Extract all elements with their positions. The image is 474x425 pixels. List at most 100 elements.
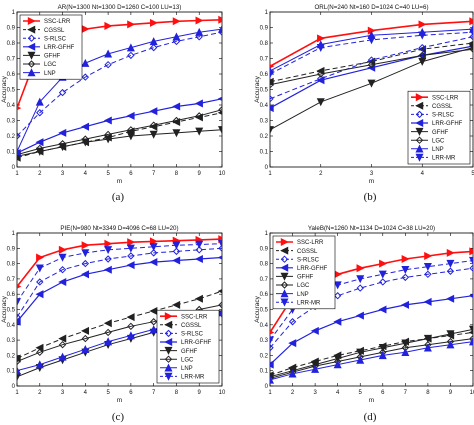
data-point xyxy=(270,330,275,335)
legend-marker xyxy=(280,289,289,298)
data-point xyxy=(288,339,297,348)
series-line xyxy=(17,109,222,156)
x-axis-label: m xyxy=(117,178,122,185)
data-point xyxy=(469,334,473,343)
x-tick-label: 8 xyxy=(426,390,430,396)
series-lrr-gfhf xyxy=(17,255,222,326)
data-point xyxy=(81,259,90,268)
data-point xyxy=(195,240,204,249)
y-tick-label: 0 xyxy=(265,384,269,390)
data-point xyxy=(367,36,376,45)
data-point xyxy=(81,334,90,343)
data-point xyxy=(127,51,135,60)
legend-label: LRR-GFHF xyxy=(181,340,212,346)
data-point xyxy=(270,95,274,103)
data-point xyxy=(127,252,135,260)
legend-label: LRR-MR xyxy=(181,375,205,381)
legend-label: LGC xyxy=(181,357,194,363)
y-tick-label: 0.7 xyxy=(260,277,269,283)
data-point xyxy=(468,28,473,37)
data-point xyxy=(446,330,455,339)
data-point xyxy=(423,262,432,271)
data-point xyxy=(288,369,297,378)
data-point xyxy=(217,255,222,260)
data-point xyxy=(58,277,67,286)
y-tick-label: 0.6 xyxy=(260,72,269,78)
y-tick-label: 0.4 xyxy=(260,103,269,109)
data-point xyxy=(149,249,158,257)
data-point xyxy=(195,127,204,136)
data-point xyxy=(217,288,222,294)
data-point xyxy=(379,259,388,268)
x-tick-label: 9 xyxy=(198,390,202,396)
x-tick-label: 4 xyxy=(84,390,88,396)
legend-box xyxy=(407,90,471,165)
y-tick-label: 0.3 xyxy=(260,119,269,125)
legend-marker xyxy=(164,337,173,347)
y-tick-label: 0.6 xyxy=(7,292,16,298)
legend-label: LGC xyxy=(432,138,445,144)
data-point xyxy=(333,317,342,326)
legend-marker xyxy=(164,355,173,363)
y-tick-label: 1 xyxy=(12,231,16,237)
x-tick-label: 5 xyxy=(106,171,110,177)
x-tick-label: 4 xyxy=(84,171,88,177)
legend-label: GFHF xyxy=(432,130,449,136)
chart-title: YaleB(N=1260 Nt=1134 D=1024 C=38 LU=20) xyxy=(308,225,435,232)
legend-label: SSC-LRR xyxy=(432,95,459,101)
legend-marker xyxy=(415,153,424,162)
x-tick-label: 3 xyxy=(370,171,374,177)
series-line xyxy=(270,42,473,83)
data-point xyxy=(127,322,135,331)
data-point xyxy=(149,318,158,326)
data-point xyxy=(195,27,204,36)
data-point xyxy=(356,264,365,273)
x-tick-label: 7 xyxy=(404,390,408,396)
data-point xyxy=(58,340,67,349)
data-point xyxy=(401,255,410,264)
y-tick-label: 0.1 xyxy=(260,150,269,156)
data-point xyxy=(17,284,22,289)
data-point xyxy=(104,135,113,144)
x-tick-label: 3 xyxy=(313,390,317,396)
legend-label: GFHF xyxy=(181,349,198,355)
x-tick-label: 5 xyxy=(471,171,474,177)
data-point xyxy=(218,15,222,24)
panel-caption: (b) xyxy=(364,191,377,203)
data-point xyxy=(311,364,320,373)
data-point xyxy=(194,294,203,303)
data-point xyxy=(468,40,473,46)
data-point xyxy=(333,360,342,369)
data-point xyxy=(379,278,387,286)
series-s-rlsc xyxy=(270,264,473,352)
legend-box xyxy=(156,309,220,384)
y-tick-label: 0.8 xyxy=(7,41,16,47)
series-line xyxy=(270,48,473,86)
y-tick-label: 0 xyxy=(12,384,16,390)
data-point xyxy=(356,355,365,364)
data-point xyxy=(172,247,181,256)
data-point xyxy=(401,348,410,357)
data-point xyxy=(424,270,432,279)
data-point xyxy=(333,292,342,300)
legend-label: LGC xyxy=(297,283,310,289)
legend-marker xyxy=(164,329,173,338)
series-line xyxy=(270,267,473,349)
data-point xyxy=(36,348,44,357)
data-point xyxy=(333,281,342,290)
y-tick-label: 0.5 xyxy=(7,88,16,94)
series-lrr-mr xyxy=(270,28,473,79)
legend-label: CGSSL xyxy=(432,104,453,110)
y-tick-label: 0.4 xyxy=(7,103,16,109)
chart-title: AR(N=1300 Nt=1300 D=1260 C=100 LU=13) xyxy=(58,4,182,11)
x-tick-label: 4 xyxy=(336,390,340,396)
data-point xyxy=(81,135,90,143)
data-point xyxy=(17,366,22,375)
data-point xyxy=(104,337,113,346)
data-point xyxy=(194,99,203,108)
data-point xyxy=(81,58,90,67)
series-s-rlsc xyxy=(17,244,222,321)
legend-marker xyxy=(280,237,289,247)
data-point xyxy=(36,253,45,262)
x-tick-label: 2 xyxy=(319,171,323,177)
